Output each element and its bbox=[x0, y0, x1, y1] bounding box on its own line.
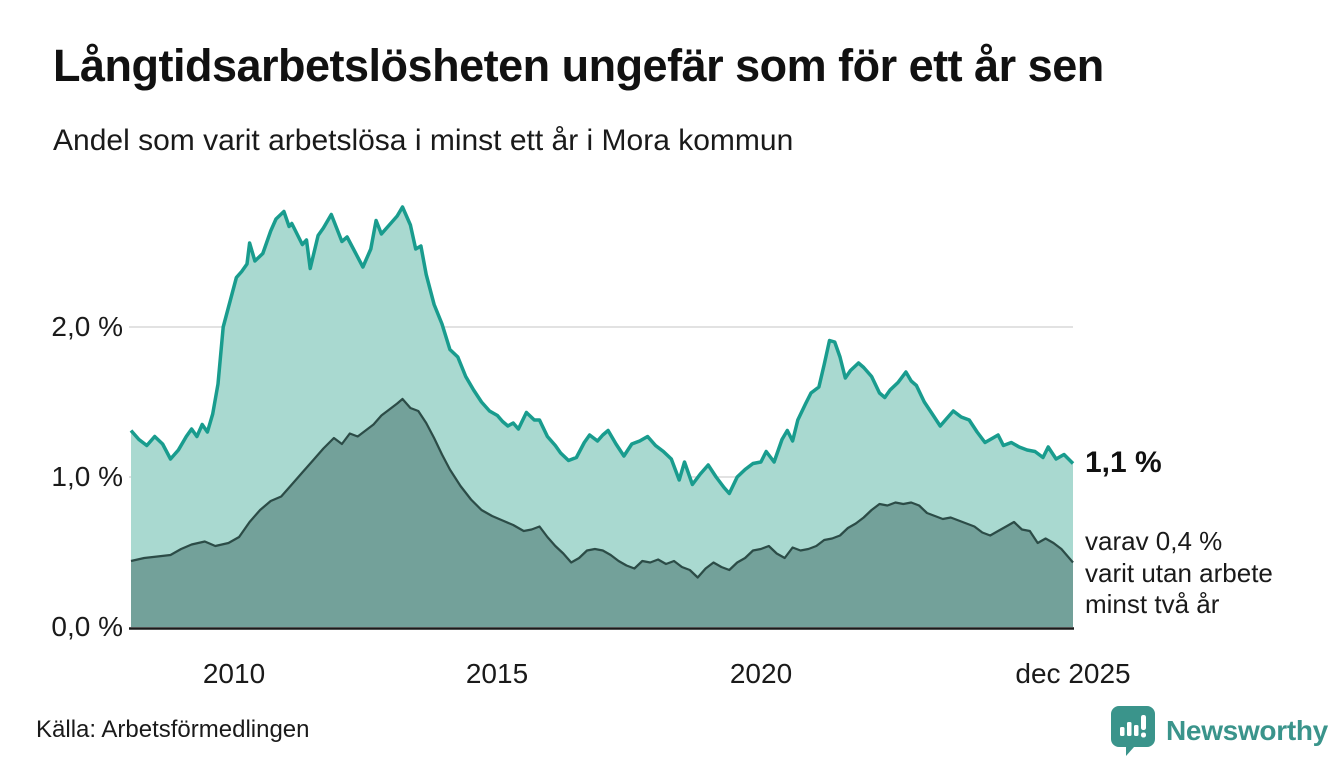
series-line bbox=[130, 397, 1074, 579]
x-tick-label: dec 2025 bbox=[1015, 658, 1131, 689]
chart-subtitle: Andel som varit arbetslösa i minst ett å… bbox=[53, 124, 794, 157]
page-title: Långtidsarbetslösheten ungefär som för e… bbox=[53, 40, 1104, 91]
x-tick-label: 2010 bbox=[202, 658, 266, 689]
y-tick-label: 2,0 % bbox=[51, 311, 123, 342]
y-tick-label: 1,0 % bbox=[51, 461, 123, 492]
newsworthy-logo-icon bbox=[1111, 706, 1155, 756]
latest-value-annotation: 1,1 % bbox=[1085, 446, 1162, 479]
brand-name: Newsworthy bbox=[1166, 715, 1328, 746]
source-note: Källa: Arbetsförmedlingen bbox=[36, 716, 310, 743]
x-tick-label: 2015 bbox=[465, 658, 529, 689]
newsworthy-logo: Newsworthy bbox=[1110, 705, 1328, 757]
y-tick-label: 0,0 % bbox=[51, 611, 123, 642]
x-tick-label: 2020 bbox=[729, 658, 793, 689]
area-fill bbox=[131, 399, 1073, 627]
series-line bbox=[129, 205, 1075, 496]
secondary-value-annotation: varav 0,4 % varit utan arbete minst två … bbox=[1085, 526, 1273, 620]
